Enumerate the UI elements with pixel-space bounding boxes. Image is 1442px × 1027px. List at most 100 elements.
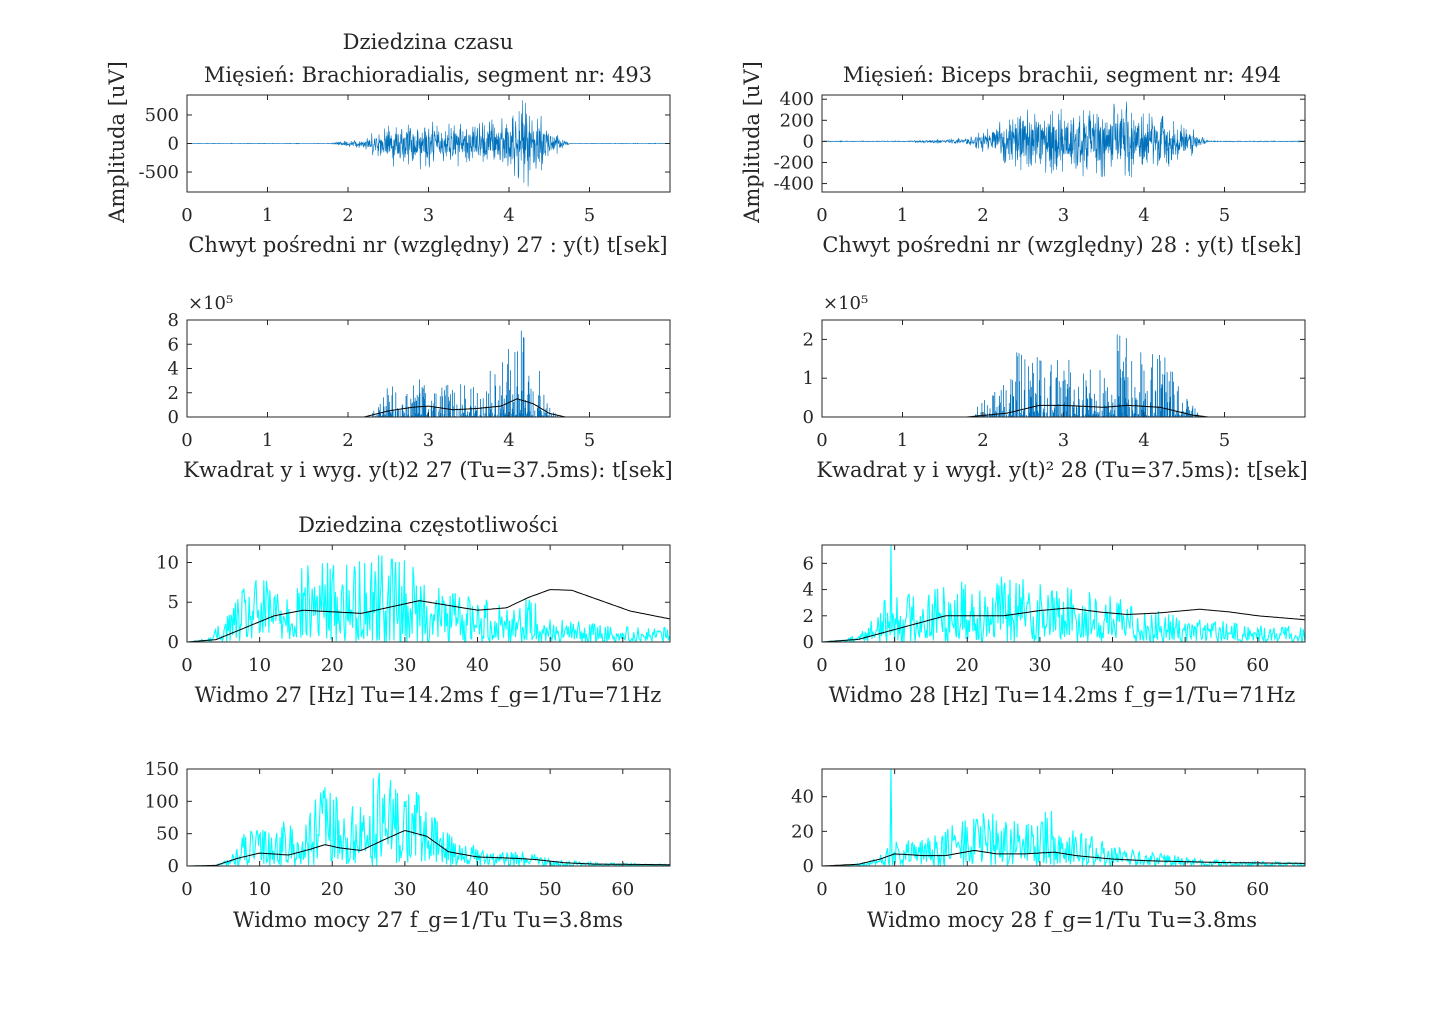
smoothed-line xyxy=(822,849,1305,866)
y-tick-label: 400 xyxy=(780,89,814,110)
xlabel-p4: Kwadrat y i wygł. y(t)² 28 (Tu=37.5ms): … xyxy=(816,458,1307,482)
xlabel-p8: Widmo mocy 28 f_g=1/Tu Tu=3.8ms xyxy=(867,908,1257,932)
x-tick-label: 0 xyxy=(816,655,827,676)
plot-spectrum-28: 0 10 20 30 40 50 60 0 2 4 6 xyxy=(803,544,1306,676)
spectrum-line xyxy=(187,555,670,642)
series-group xyxy=(187,100,670,187)
spectrum-line xyxy=(187,772,670,866)
y-tick-label: 10 xyxy=(156,552,179,573)
x-tick-label: 3 xyxy=(1058,430,1069,451)
xlabel-p2: Chwyt pośredni nr (względny) 28 : y(t) t… xyxy=(822,233,1301,257)
y-tick-label: 1 xyxy=(803,368,814,389)
x-tick-label: 30 xyxy=(393,655,416,676)
x-tick-label: 50 xyxy=(539,655,562,676)
y-tick-label: 4 xyxy=(803,580,814,601)
x-tick-label: 0 xyxy=(181,655,192,676)
xlabel-p6: Widmo 28 [Hz] Tu=14.2ms f_g=1/Tu=71Hz xyxy=(829,683,1296,707)
y-tick-label: 2 xyxy=(803,329,814,350)
series-group xyxy=(187,555,670,642)
smoothed-line xyxy=(363,398,566,417)
x-tick-label: 5 xyxy=(1219,205,1230,226)
y-tick-label: -200 xyxy=(774,152,814,173)
plot-spectrum-27: 0 10 20 30 40 50 60 0 5 10 xyxy=(156,544,671,676)
plot-emg-brachioradialis: 0 1 2 3 4 5 -500 0 500 xyxy=(139,94,671,226)
y-tick-label: 6 xyxy=(803,553,814,574)
x-tick-label: 2 xyxy=(977,430,988,451)
y-tick-label: 200 xyxy=(780,110,814,131)
x-tick-label: 50 xyxy=(1174,879,1197,900)
x-tick-label: 5 xyxy=(1219,430,1230,451)
x-tick-label: 30 xyxy=(393,879,416,900)
y-tick-label: 0 xyxy=(168,134,179,155)
plot-frame xyxy=(821,94,1306,193)
x-tick-label: 60 xyxy=(1246,655,1269,676)
xlabel-p3: Kwadrat y i wyg. y(t)2 27 (Tu=37.5ms): t… xyxy=(183,458,672,482)
x-tick-label: 30 xyxy=(1028,655,1051,676)
y-tick-label: 4 xyxy=(168,359,179,380)
x-tick-label: 10 xyxy=(248,655,271,676)
plot-power-spectrum-28: 0 10 20 30 40 50 60 0 20 40 xyxy=(791,768,1306,900)
smoothed-line xyxy=(187,589,670,642)
y-tick-label: 150 xyxy=(145,759,179,780)
x-tick-label: 60 xyxy=(1246,879,1269,900)
y-tick-label: 8 xyxy=(168,310,179,331)
smoothed-line xyxy=(187,830,670,866)
x-tick-label: 0 xyxy=(181,430,192,451)
spectrum-line xyxy=(822,769,1305,866)
y-tick-label: 0 xyxy=(803,856,814,877)
plot-squared-28: 0 1 2 3 4 5 0 1 2 xyxy=(803,319,1306,451)
y-tick-label: 2 xyxy=(803,606,814,627)
x-tick-label: 20 xyxy=(956,655,979,676)
title-frequency-domain: Dziedzina częstotliwości xyxy=(298,513,558,537)
x-tick-label: 1 xyxy=(897,430,908,451)
ylabel-amplitude-left: Amplituda [uV] xyxy=(105,61,129,224)
plot-frame xyxy=(186,768,671,867)
y-tick-label: 0 xyxy=(168,856,179,877)
x-tick-label: 3 xyxy=(423,205,434,226)
title-brachioradialis: Mięsień: Brachioradialis, segment nr: 49… xyxy=(204,63,652,87)
x-tick-label: 0 xyxy=(816,879,827,900)
x-tick-label: 0 xyxy=(816,205,827,226)
x-tick-label: 2 xyxy=(342,205,353,226)
series-group xyxy=(822,334,1305,417)
x-tick-label: 40 xyxy=(1101,655,1124,676)
x-tick-label: 3 xyxy=(423,430,434,451)
x-tick-label: 5 xyxy=(584,205,595,226)
x-tick-label: 4 xyxy=(1138,430,1149,451)
x-tick-label: 60 xyxy=(611,655,634,676)
xlabel-p5: Widmo 27 [Hz] Tu=14.2ms f_g=1/Tu=71Hz xyxy=(195,683,662,707)
x-tick-label: 30 xyxy=(1028,879,1051,900)
x-tick-label: 10 xyxy=(248,879,271,900)
y-tick-label: 0 xyxy=(803,131,814,152)
plot-power-spectrum-27: 0 10 20 30 40 50 60 0 50 100 150 xyxy=(145,759,671,900)
x-tick-label: 0 xyxy=(181,205,192,226)
x-tick-label: 1 xyxy=(262,430,273,451)
x-tick-label: 0 xyxy=(181,879,192,900)
x-tick-label: 40 xyxy=(1101,879,1124,900)
y-tick-label: 6 xyxy=(168,334,179,355)
plot-frame xyxy=(821,544,1306,643)
x-tick-label: 50 xyxy=(539,879,562,900)
y-tick-label: 20 xyxy=(791,821,814,842)
plot-frame xyxy=(186,319,671,418)
smoothed-line xyxy=(966,404,1209,417)
x-tick-label: 50 xyxy=(1174,655,1197,676)
x-tick-label: 40 xyxy=(466,879,489,900)
y-tick-label: 0 xyxy=(168,632,179,653)
y-tick-label: -400 xyxy=(774,174,814,195)
title-time-domain: Dziedzina czasu xyxy=(343,30,514,54)
squared-signal-bars xyxy=(187,330,670,417)
x-tick-label: 2 xyxy=(342,430,353,451)
y-tick-label: 0 xyxy=(168,407,179,428)
emg-signal-line xyxy=(187,100,670,187)
x-tick-label: 0 xyxy=(816,430,827,451)
series-group xyxy=(822,769,1305,866)
x-tick-label: 40 xyxy=(466,655,489,676)
x-tick-label: 60 xyxy=(611,879,634,900)
y-tick-label: 0 xyxy=(803,407,814,428)
ylabel-amplitude-right: Amplituda [uV] xyxy=(740,61,764,224)
emg-signal-line xyxy=(822,101,1305,178)
title-biceps: Mięsień: Biceps brachii, segment nr: 494 xyxy=(843,63,1281,87)
x-tick-label: 4 xyxy=(503,205,514,226)
